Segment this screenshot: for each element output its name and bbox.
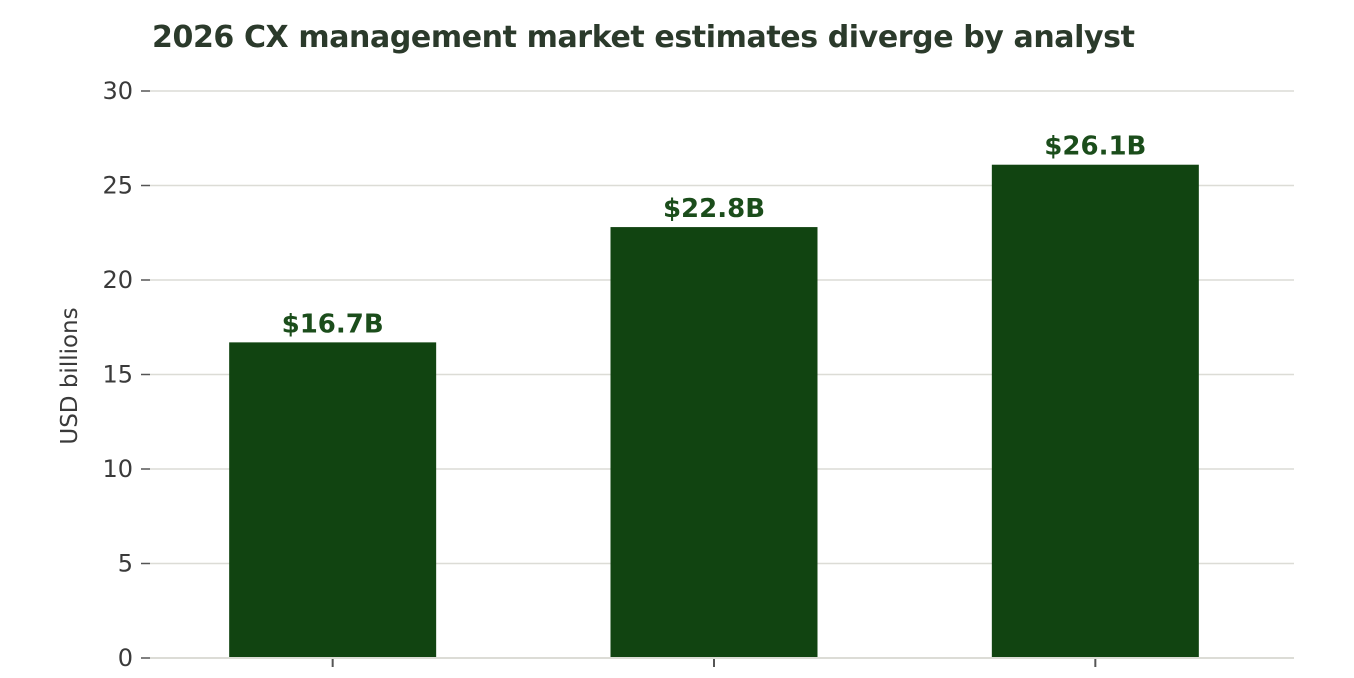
bar-value-label: $26.1B [1044, 132, 1146, 162]
bar [991, 164, 1199, 658]
y-tick-label: 0 [118, 644, 133, 672]
bar [610, 227, 818, 658]
bar-value-label: $16.7B [282, 309, 384, 339]
y-tick-label: 5 [118, 550, 133, 578]
bar [229, 342, 437, 658]
y-tick-label: 20 [102, 266, 133, 294]
bar-value-label: $22.8B [663, 194, 765, 224]
bars [229, 164, 1199, 658]
data-labels: $16.7B $22.8B $26.1B [282, 132, 1147, 340]
y-tick-label: 25 [102, 172, 133, 200]
y-tick-label: 15 [102, 361, 133, 389]
y-tick-label: 30 [102, 77, 133, 105]
axes: 0 5 10 15 20 25 30 [102, 77, 1294, 672]
y-axis-title: USD billions [57, 307, 83, 444]
chart-title: 2026 CX management market estimates dive… [152, 20, 1135, 55]
y-tick-label: 10 [102, 455, 133, 483]
